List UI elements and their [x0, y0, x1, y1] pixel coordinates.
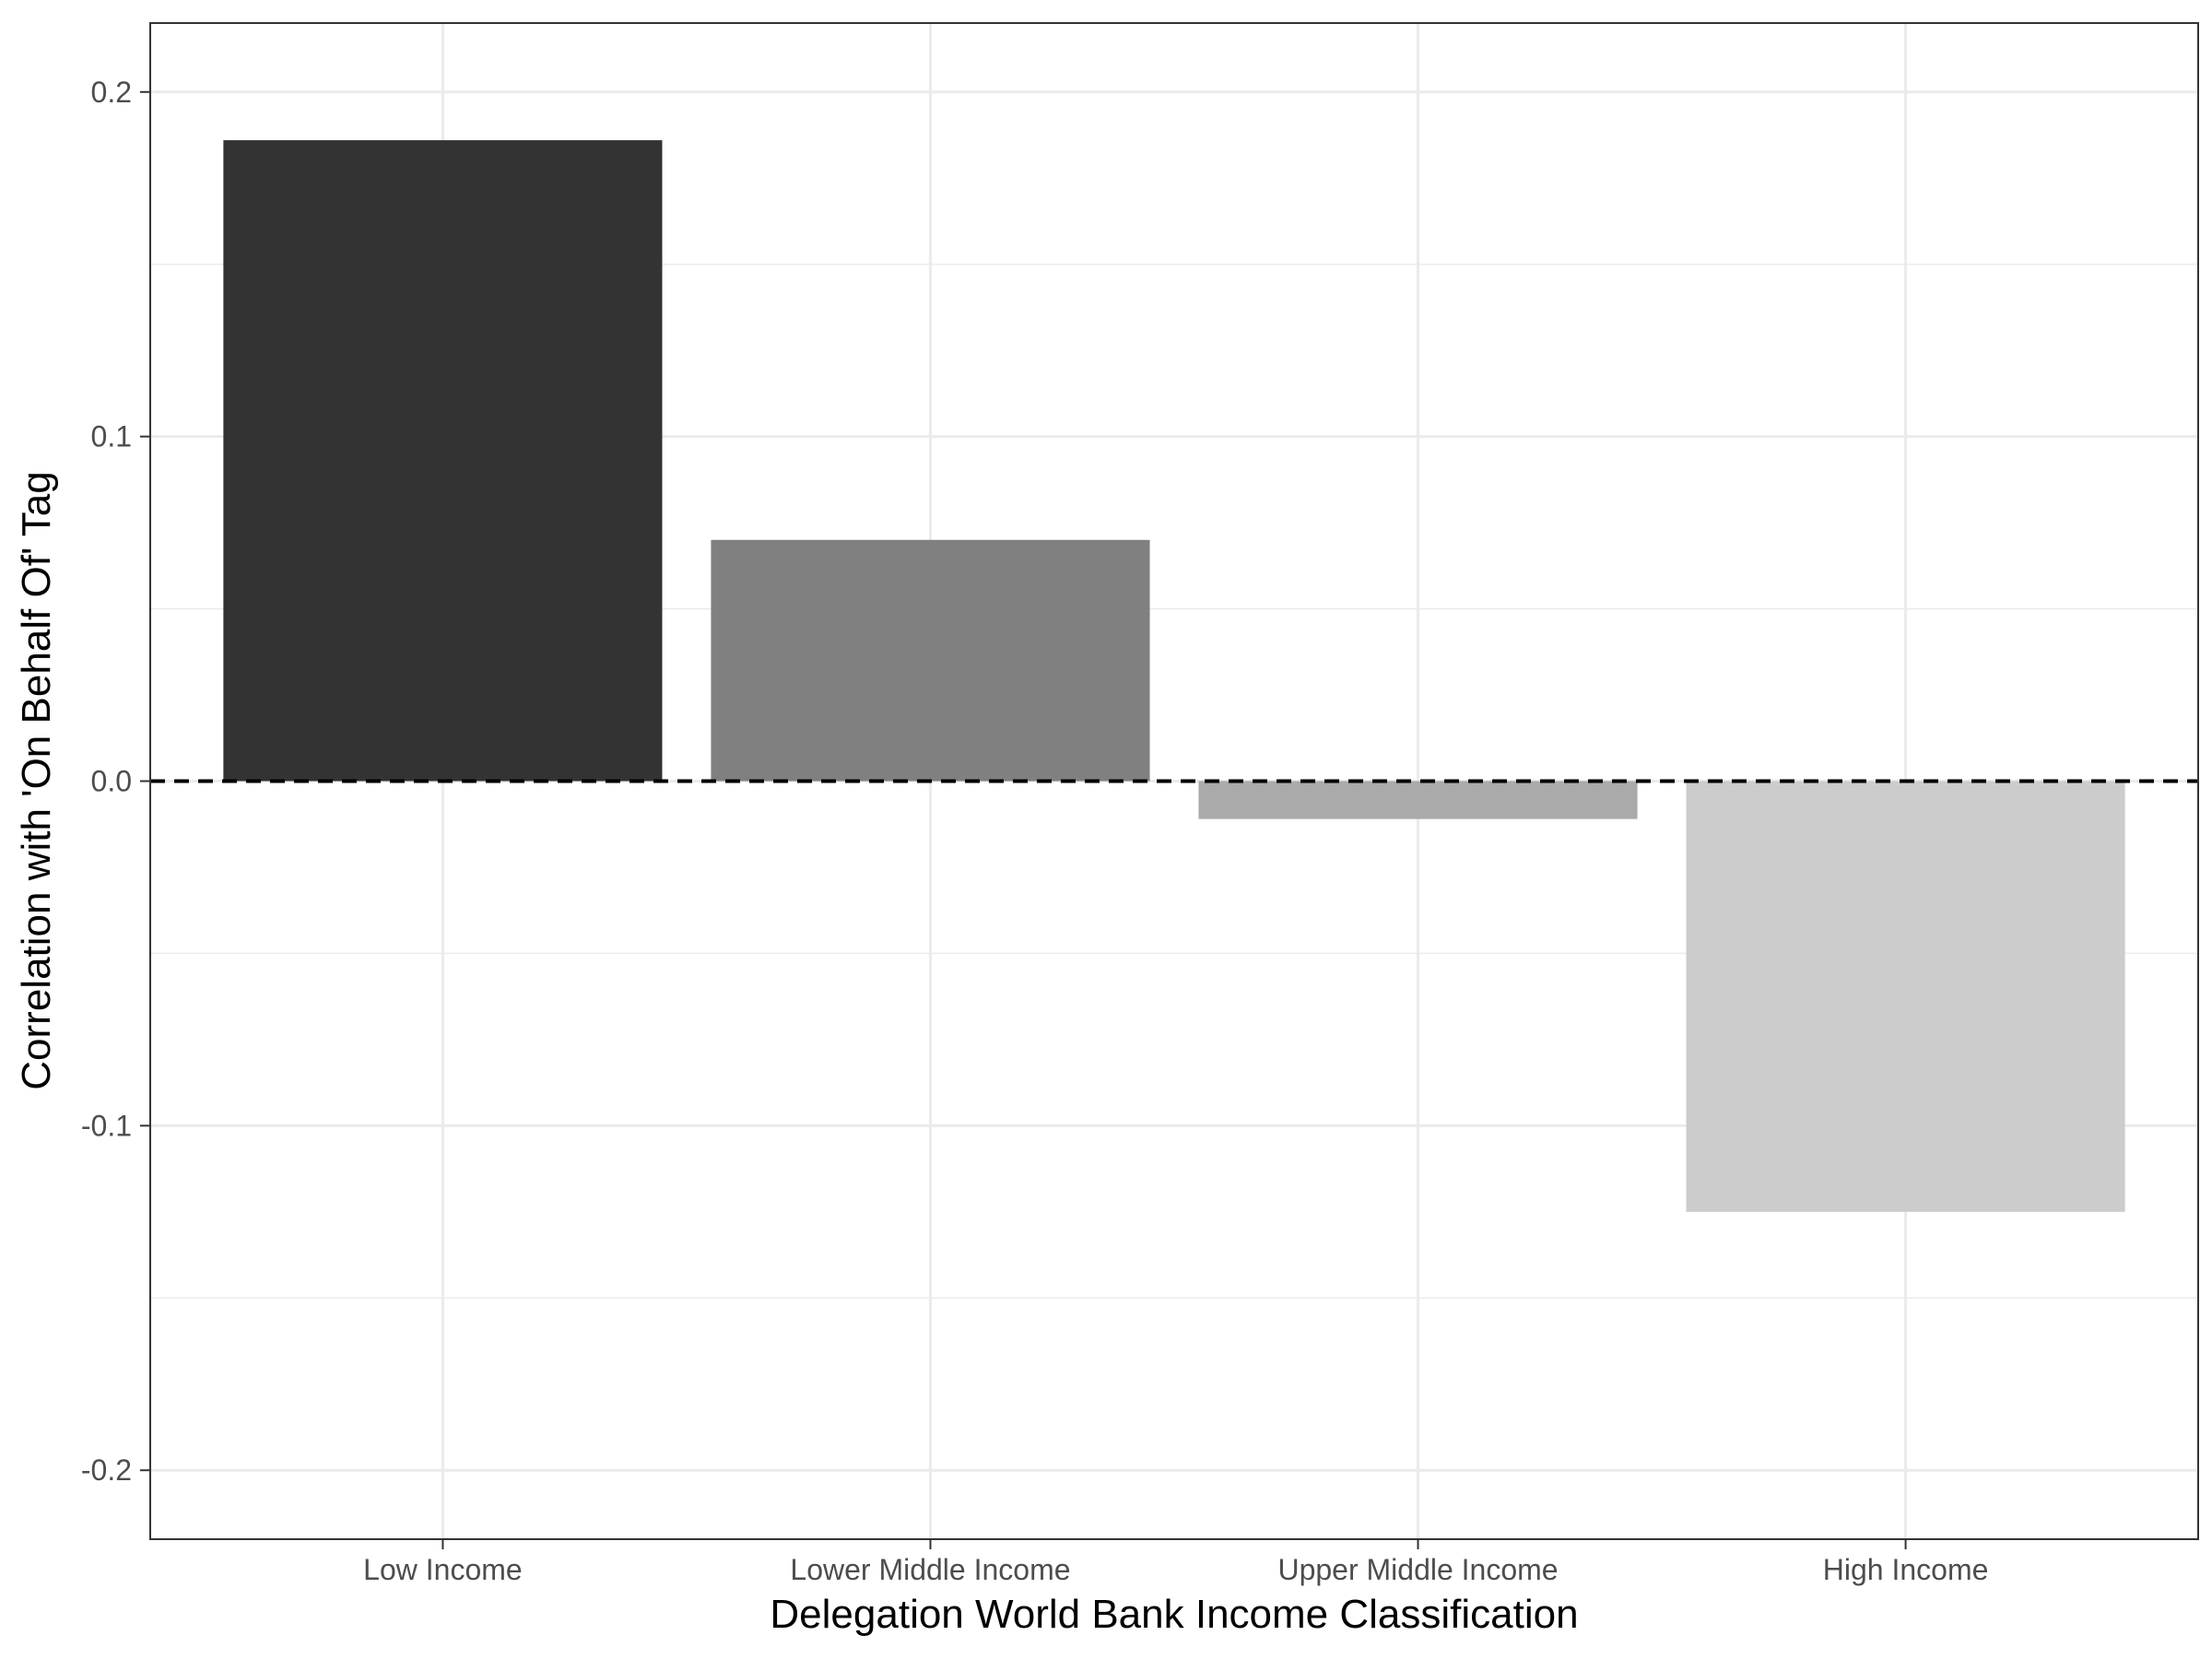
bar-low-income: [223, 140, 663, 782]
x-tick-label: Low Income: [363, 1553, 523, 1586]
y-axis-ticks: -0.2 -0.1 0.0 0.1 0.2: [81, 76, 150, 1487]
y-tick-label: 0.1: [91, 420, 132, 453]
bar-lower-middle-income: [711, 539, 1150, 782]
bars: [223, 140, 2125, 1212]
y-tick-label: -0.2: [81, 1453, 132, 1487]
y-tick-label: -0.1: [81, 1109, 132, 1142]
y-tick-label: 0.0: [91, 765, 132, 798]
y-axis-title: Correlation with 'On Behalf Of' Tag: [14, 471, 59, 1089]
bar-high-income: [1686, 781, 2125, 1212]
x-tick-label: High Income: [1823, 1553, 1989, 1586]
x-tick-label: Lower Middle Income: [790, 1553, 1070, 1586]
bar-upper-middle-income: [1198, 781, 1638, 819]
x-axis-ticks: Low Income Lower Middle Income Upper Middl…: [363, 1539, 1988, 1586]
y-tick-label: 0.2: [91, 76, 132, 109]
x-tick-label: Upper Middle Income: [1277, 1553, 1558, 1586]
x-axis-title: Delegation World Bank Income Classificat…: [770, 1592, 1578, 1637]
